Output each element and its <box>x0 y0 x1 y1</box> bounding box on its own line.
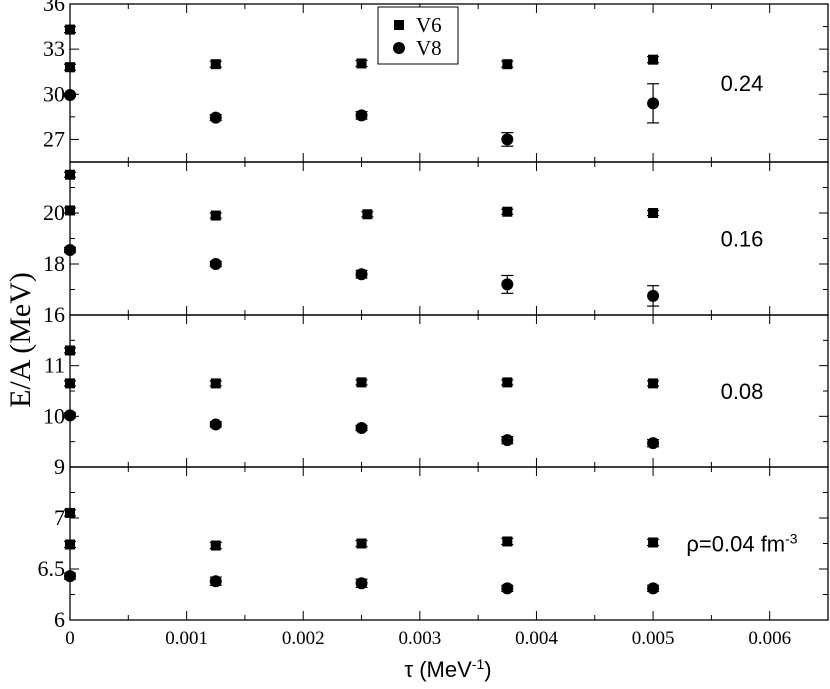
y-tick-label: 11 <box>44 353 65 378</box>
v6-marker <box>65 62 75 73</box>
y-tick-label: 33 <box>43 36 65 61</box>
v6-marker <box>210 59 221 70</box>
v8-marker <box>209 575 222 588</box>
legend-label: V6 <box>416 13 442 37</box>
x-tick-label: 0.002 <box>282 628 325 649</box>
x-axis-title: τ (MeV-1) <box>404 656 491 682</box>
legend-circle-icon <box>393 42 405 54</box>
density-label: ρ=0.04 fm-3 <box>686 531 797 557</box>
x-tick-label: 0.001 <box>165 628 208 649</box>
v8-marker <box>647 437 660 450</box>
v6-marker <box>210 540 221 551</box>
density-label-base: ρ=0.04 fm <box>686 532 785 557</box>
v8-marker <box>64 89 76 102</box>
v6-marker <box>65 507 75 518</box>
v6-marker <box>356 58 367 69</box>
legend-box <box>377 6 459 65</box>
v6-marker <box>648 537 659 548</box>
v6-marker <box>210 210 221 221</box>
y-tick-label: 6.5 <box>38 556 66 581</box>
v6-marker <box>648 54 659 65</box>
x-tick-label: 0 <box>65 628 75 649</box>
legend-label: V8 <box>416 36 442 60</box>
y-tick-label: 9 <box>54 454 65 479</box>
v6-marker <box>65 24 75 35</box>
legend-square-icon <box>394 20 404 30</box>
v6-marker <box>502 59 513 70</box>
y-tick-label: 36 <box>43 0 65 16</box>
v6-marker <box>502 536 513 547</box>
v8-marker <box>501 133 514 146</box>
panel-frame <box>69 161 829 316</box>
x-tick-label: 0.005 <box>632 628 675 649</box>
v6-marker <box>65 169 75 180</box>
v8-marker <box>355 421 368 434</box>
v8-marker <box>209 418 222 431</box>
v8-marker <box>355 268 368 281</box>
v6-marker <box>65 205 75 216</box>
v8-marker <box>501 434 514 447</box>
density-label-sup: -3 <box>785 531 798 547</box>
v6-marker <box>65 378 75 389</box>
panel-3: 6 6.5 7 ρ=0.04 fm-3 0 0.001 0.002 0.003 0.004 0.0… <box>38 466 829 649</box>
v8-marker <box>501 278 514 291</box>
x-axis-title-sup: -1 <box>472 656 485 672</box>
panel-frame <box>69 314 829 468</box>
v8-marker <box>64 570 76 583</box>
x-tick-label: 0.003 <box>398 628 441 649</box>
y-tick-label: 7 <box>54 505 65 530</box>
panel-1: 16 18 20 0.16 <box>43 161 829 327</box>
y-tick-label: 20 <box>43 200 65 225</box>
x-tick-label: 0.006 <box>748 628 791 649</box>
x-axis-title-base: τ (MeV <box>404 657 472 682</box>
y-tick-label: 27 <box>43 126 65 151</box>
v8-marker <box>209 111 222 124</box>
v6-marker <box>210 378 221 389</box>
v6-marker <box>356 538 367 549</box>
y-axis-title: E/A (MeV) <box>4 272 37 408</box>
v8-marker <box>355 577 368 590</box>
v6-marker <box>362 209 373 220</box>
density-label: 0.24 <box>721 71 764 96</box>
v6-marker <box>648 378 659 389</box>
panel-2: 9 10 11 0.08 <box>43 314 829 479</box>
x-axis-title-tail: ) <box>484 657 491 682</box>
density-label: 0.16 <box>721 227 764 252</box>
v8-marker <box>501 582 514 595</box>
v6-marker <box>648 208 659 218</box>
v8-marker <box>355 109 368 122</box>
v6-marker <box>65 539 75 550</box>
v8-marker <box>647 582 660 595</box>
density-label: 0.08 <box>721 379 764 404</box>
x-tick-label: 0.004 <box>515 628 558 649</box>
v6-marker <box>356 377 367 388</box>
v8-marker <box>647 97 660 110</box>
y-tick-label: 6 <box>54 607 65 632</box>
v8-marker <box>647 289 660 302</box>
y-tick-label: 18 <box>43 251 65 276</box>
y-tick-label: 16 <box>43 302 65 327</box>
v8-marker <box>64 409 76 422</box>
v8-marker <box>209 258 222 270</box>
v6-marker <box>502 377 513 388</box>
y-tick-label: 30 <box>43 81 65 106</box>
v6-marker <box>502 206 513 217</box>
v6-marker <box>65 345 75 356</box>
panels-layer: 27 30 33 36 0.24 16 18 20 0.16 9 10 11 0.08 6 6.5 7 ρ=0.… <box>38 0 829 649</box>
y-tick-label: 10 <box>43 403 65 428</box>
v8-marker <box>64 243 76 256</box>
